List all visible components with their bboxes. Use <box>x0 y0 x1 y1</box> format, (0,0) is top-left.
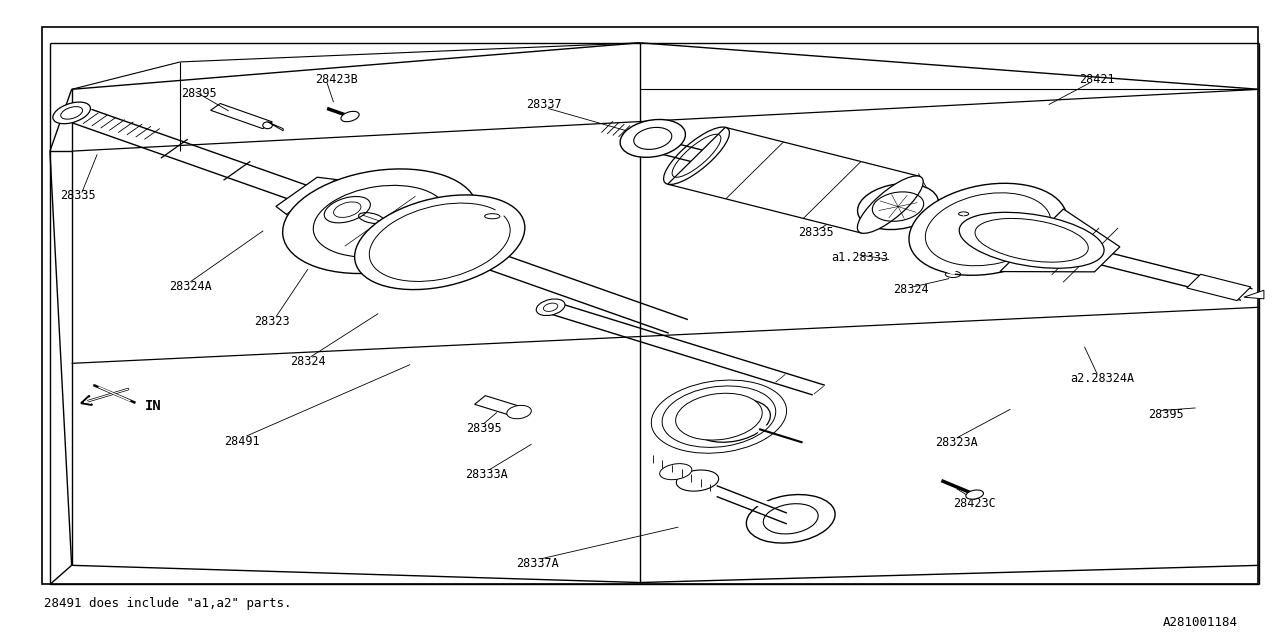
Ellipse shape <box>262 122 273 129</box>
Polygon shape <box>268 122 283 131</box>
Ellipse shape <box>746 495 835 543</box>
Polygon shape <box>211 104 273 129</box>
Text: 28324: 28324 <box>291 355 325 368</box>
Polygon shape <box>1000 209 1120 272</box>
Ellipse shape <box>52 102 91 124</box>
Ellipse shape <box>355 195 525 289</box>
Text: 28324A: 28324A <box>169 280 211 293</box>
Ellipse shape <box>507 405 531 419</box>
Text: A281001184: A281001184 <box>1162 616 1238 629</box>
Text: 28323A: 28323A <box>936 436 978 449</box>
Text: 28492: 28492 <box>914 198 948 211</box>
Ellipse shape <box>340 111 360 122</box>
Ellipse shape <box>676 470 718 491</box>
Text: a2.28324A: a2.28324A <box>1070 372 1134 385</box>
Ellipse shape <box>858 176 923 234</box>
Ellipse shape <box>694 399 771 442</box>
Text: 28421: 28421 <box>1079 72 1115 86</box>
Ellipse shape <box>966 490 983 499</box>
Bar <box>42 27 1258 584</box>
Ellipse shape <box>324 196 370 223</box>
Ellipse shape <box>283 169 477 273</box>
Ellipse shape <box>676 393 762 440</box>
Text: 28335: 28335 <box>799 225 835 239</box>
Text: a1.28333: a1.28333 <box>831 251 888 264</box>
Polygon shape <box>276 177 408 246</box>
Text: 28333A: 28333A <box>466 468 508 481</box>
Ellipse shape <box>941 212 972 230</box>
Text: 28491 does include "a1,a2" parts.: 28491 does include "a1,a2" parts. <box>44 597 291 610</box>
Ellipse shape <box>620 120 686 157</box>
Text: 28324: 28324 <box>893 283 928 296</box>
Text: 28323: 28323 <box>255 315 291 328</box>
Text: 28491: 28491 <box>224 435 260 447</box>
Polygon shape <box>668 127 919 233</box>
Polygon shape <box>1187 275 1251 301</box>
Polygon shape <box>475 396 525 417</box>
Ellipse shape <box>858 184 938 230</box>
Text: 28423C: 28423C <box>954 497 996 510</box>
Polygon shape <box>1244 291 1263 299</box>
Text: IN: IN <box>145 399 161 413</box>
Text: 28423B: 28423B <box>315 72 357 86</box>
Ellipse shape <box>659 463 692 480</box>
Text: 28395: 28395 <box>466 422 502 435</box>
Ellipse shape <box>959 212 1105 268</box>
Text: 28395: 28395 <box>182 87 218 100</box>
Text: 28337A: 28337A <box>516 557 559 570</box>
Text: 28337: 28337 <box>526 98 562 111</box>
Text: 28335: 28335 <box>60 189 96 202</box>
Text: 28395: 28395 <box>1148 408 1184 421</box>
Ellipse shape <box>909 183 1068 275</box>
Ellipse shape <box>536 299 564 316</box>
